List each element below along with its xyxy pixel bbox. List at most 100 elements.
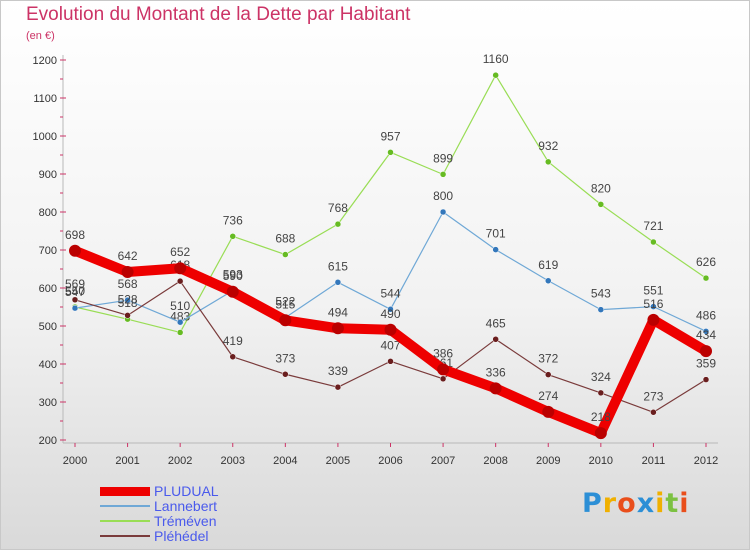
data-point-pludual	[384, 323, 397, 336]
x-tick-label: 2001	[115, 455, 139, 467]
data-point-pludual	[279, 314, 292, 327]
legend-item: Pléhédel	[100, 529, 300, 544]
data-label-plhdel: 359	[696, 357, 716, 371]
data-label-trmven: 932	[538, 139, 558, 153]
legend-label: Tréméven	[154, 513, 217, 529]
data-point-trmven	[387, 149, 394, 156]
data-label-plhdel: 465	[486, 316, 506, 330]
data-point-trmven	[176, 329, 184, 336]
data-point-plhdel	[282, 371, 289, 378]
legend-swatch	[100, 486, 150, 496]
proxiti-logo: Proxiti	[582, 488, 690, 519]
data-point-trmven	[439, 171, 447, 178]
y-tick-label: 1100	[33, 93, 57, 105]
data-label-plhdel: 372	[538, 352, 558, 366]
x-tick-label: 2006	[378, 455, 402, 467]
data-point-plhdel	[650, 409, 657, 416]
legend-swatch	[100, 520, 150, 522]
data-label-pludual: 336	[486, 365, 506, 379]
x-tick-label: 2011	[642, 455, 666, 467]
data-point-trmven	[492, 71, 499, 79]
data-label-pludual: 515	[275, 297, 295, 311]
legend-item: Tréméven	[100, 514, 300, 529]
data-label-pludual: 494	[328, 305, 348, 319]
x-tick-label: 2008	[483, 455, 507, 467]
data-point-plhdel	[387, 358, 394, 365]
y-tick-label: 500	[39, 321, 57, 333]
data-label-lannebert: 522	[275, 295, 295, 309]
data-point-pludual	[542, 405, 555, 418]
data-point-trmven	[545, 158, 552, 166]
data-point-pludual	[594, 427, 607, 440]
data-label-trmven: 721	[643, 219, 663, 233]
data-point-trmven	[334, 220, 342, 228]
data-point-pludual	[121, 266, 134, 279]
data-point-lannebert	[545, 277, 552, 285]
data-label-pludual: 652	[170, 245, 190, 259]
data-label-plhdel: 528	[118, 292, 138, 306]
data-label-plhdel: 324	[591, 370, 611, 384]
data-label-plhdel: 373	[275, 351, 295, 365]
data-point-lannebert	[334, 279, 342, 286]
data-point-plhdel	[71, 296, 79, 304]
data-point-lannebert	[176, 318, 184, 326]
data-label-pludual: 642	[118, 249, 138, 263]
data-point-lannebert	[492, 246, 499, 253]
data-point-pludual	[69, 244, 81, 257]
data-label-lannebert: 543	[591, 287, 611, 301]
y-tick-label: 300	[39, 397, 57, 409]
y-tick-label: 1200	[33, 55, 57, 67]
data-point-pludual	[647, 313, 660, 326]
x-tick-label: 2012	[694, 455, 718, 467]
data-label-trmven: 550	[65, 284, 85, 298]
chart-unit: (en €)	[26, 30, 55, 42]
data-point-trmven	[597, 201, 605, 208]
x-tick-label: 2009	[536, 455, 560, 467]
logo-letter: t	[665, 488, 680, 519]
data-label-trmven: 1160	[483, 52, 509, 66]
data-point-lannebert	[71, 304, 79, 312]
logo-letter: P	[582, 488, 603, 519]
data-label-pludual: 386	[433, 346, 453, 360]
logo-letter: i	[655, 488, 666, 519]
data-label-lannebert: 701	[486, 227, 506, 241]
data-label-plhdel: 407	[380, 338, 400, 352]
data-label-trmven: 626	[696, 255, 716, 269]
data-label-trmven: 957	[380, 129, 400, 143]
data-label-lannebert: 547	[65, 285, 85, 299]
y-tick-label: 600	[39, 283, 57, 295]
data-point-lannebert	[650, 303, 657, 310]
y-tick-label: 700	[39, 245, 57, 257]
data-label-lannebert: 510	[170, 299, 190, 313]
data-point-lannebert	[597, 306, 605, 313]
logo-letter: i	[679, 488, 690, 519]
data-point-plhdel	[545, 371, 552, 378]
data-label-plhdel: 273	[643, 389, 663, 403]
data-point-trmven	[650, 238, 657, 246]
legend-swatch	[100, 535, 150, 537]
data-label-pludual: 218	[591, 410, 611, 424]
data-point-plhdel	[124, 312, 131, 319]
chart-legend: PLUDUAL Lannebert Tréméven Pléhédel	[100, 484, 300, 544]
data-label-pludual: 274	[538, 389, 558, 403]
y-tick-label: 1000	[33, 131, 57, 143]
data-label-trmven: 736	[223, 213, 243, 227]
data-label-pludual: 590	[223, 269, 243, 283]
x-tick-label: 2003	[221, 455, 245, 467]
legend-label: PLUDUAL	[154, 483, 219, 499]
data-point-lannebert	[702, 328, 710, 335]
y-tick-label: 200	[39, 435, 57, 447]
data-label-trmven: 688	[275, 232, 295, 246]
y-tick-label: 400	[39, 359, 57, 371]
data-point-plhdel	[492, 336, 499, 343]
data-point-pludual	[331, 322, 344, 335]
logo-letter: r	[602, 488, 618, 519]
data-label-pludual: 434	[696, 328, 716, 342]
legend-item: PLUDUAL	[100, 484, 300, 499]
y-tick-label: 900	[39, 169, 57, 181]
data-point-plhdel	[597, 389, 605, 397]
y-tick-label: 800	[39, 207, 57, 219]
legend-swatch	[100, 505, 150, 507]
data-label-trmven: 899	[433, 151, 453, 165]
